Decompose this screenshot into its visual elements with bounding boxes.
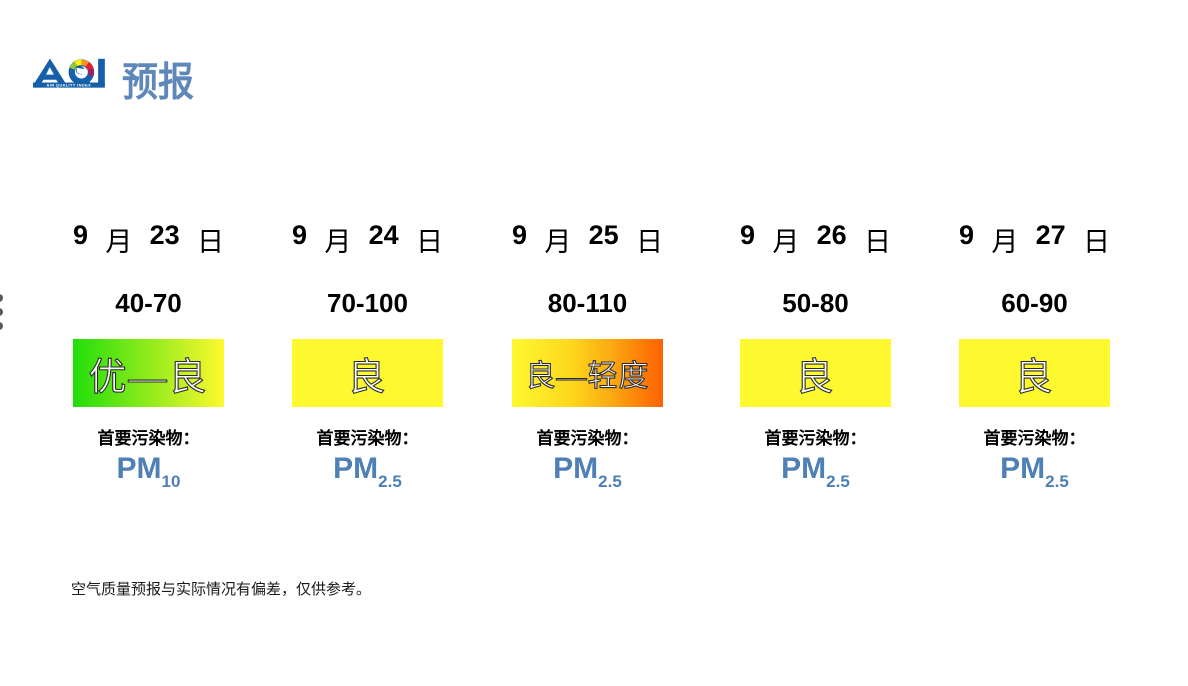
svg-text:AIR QUALITY INDEX: AIR QUALITY INDEX xyxy=(47,83,92,88)
